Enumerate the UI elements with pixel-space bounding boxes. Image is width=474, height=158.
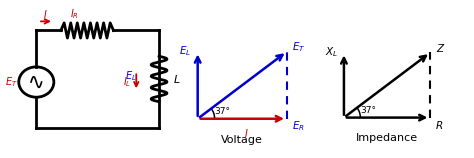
Text: $I_L$: $I_L$ [123, 75, 132, 89]
Text: $Z$: $Z$ [436, 42, 446, 54]
Text: $E_T$: $E_T$ [292, 40, 305, 54]
Text: $I_R$: $I_R$ [71, 7, 79, 21]
Text: Impedance: Impedance [356, 133, 418, 143]
Text: $L$: $L$ [173, 73, 181, 85]
Text: $E_L$: $E_L$ [125, 69, 137, 83]
Text: $I$: $I$ [43, 8, 47, 20]
Text: $E_T$: $E_T$ [5, 75, 17, 89]
Text: $E_L$: $E_L$ [179, 45, 191, 58]
Text: $E_R$: $E_R$ [292, 119, 305, 133]
Text: $R$: $R$ [435, 118, 443, 131]
Text: $X_L$: $X_L$ [325, 46, 338, 59]
Text: $I$: $I$ [245, 127, 249, 139]
Text: 37°: 37° [215, 107, 231, 116]
Text: 37°: 37° [360, 106, 376, 115]
Text: Voltage: Voltage [221, 135, 263, 145]
